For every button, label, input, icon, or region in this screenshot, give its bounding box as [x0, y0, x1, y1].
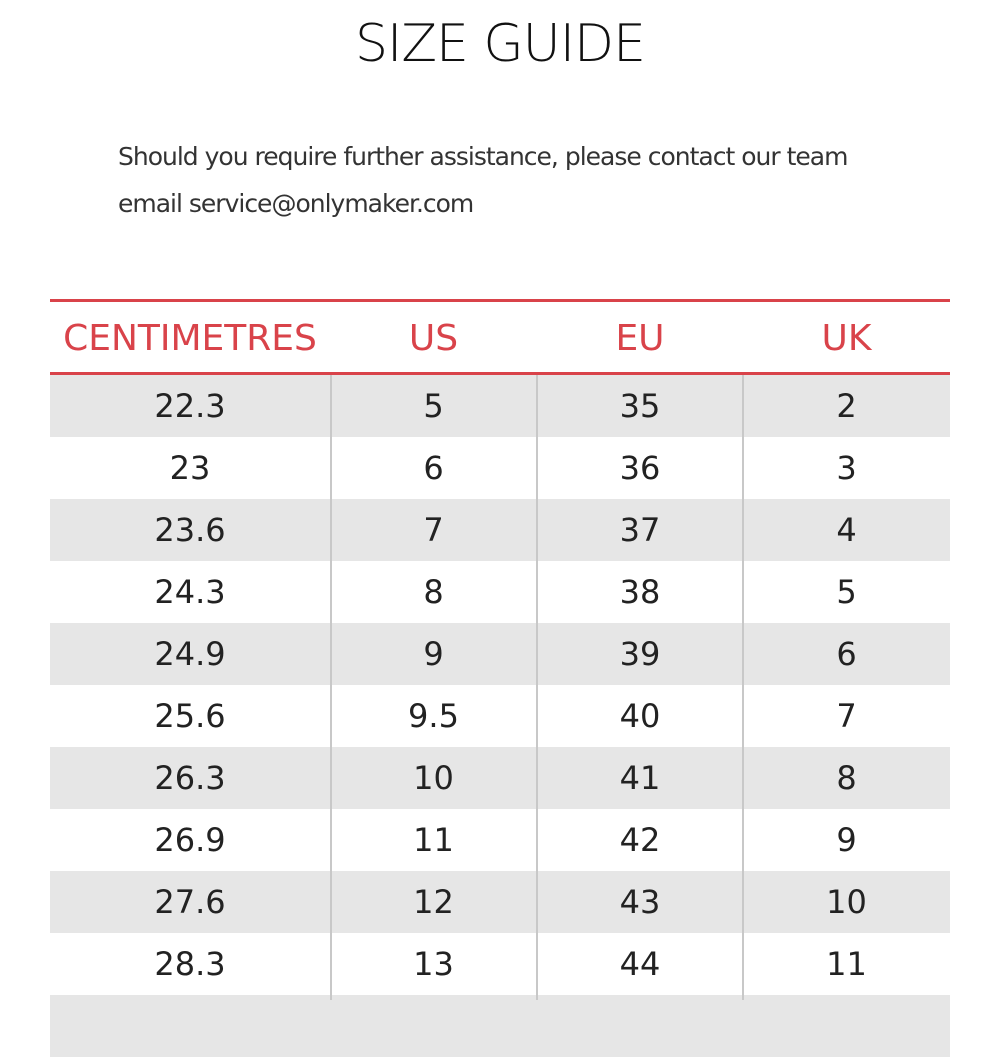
table-cell: 2: [836, 387, 857, 425]
table-cell: 9.5: [408, 697, 459, 735]
table-row: 24.9 9 39 6: [50, 623, 950, 685]
table-row: 23 6 36 3: [50, 437, 950, 499]
table-row: [50, 995, 950, 1057]
table-cell: 6: [423, 449, 444, 487]
column-divider: [536, 375, 538, 1000]
column-header: US: [408, 318, 459, 359]
page: SIZE GUIDE Should you require further as…: [50, 14, 950, 1057]
table-cell: 5: [836, 573, 857, 611]
subtitle: Should you require further assistance, p…: [118, 142, 848, 171]
table-row: 27.6 12 43 10: [50, 871, 950, 933]
table-cell: 10: [413, 759, 454, 797]
table-cell: 9: [836, 821, 857, 859]
table-cell: 42: [619, 821, 661, 859]
table-cell: 13: [413, 945, 454, 983]
table-row: 23.6 7 37 4: [50, 499, 950, 561]
table-cell: 25.6: [154, 697, 226, 735]
table-cell: 38: [619, 573, 661, 611]
table-row: 28.3 13 44 11: [50, 933, 950, 995]
table-cell: 3: [836, 449, 857, 487]
table-cell: 24.3: [154, 573, 226, 611]
table-cell: 39: [619, 635, 661, 673]
table-row: 26.3 10 41 8: [50, 747, 950, 809]
table-row: 25.6 9.5 40 7: [50, 685, 950, 747]
table-cell: 6: [836, 635, 857, 673]
table-cell: 5: [423, 387, 444, 425]
table-cell: 26.9: [154, 821, 226, 859]
subtitle: email service@onlymaker.com: [118, 189, 474, 218]
table-cell: 23: [169, 449, 211, 487]
table-cell: 27.6: [154, 883, 226, 921]
column-header: EU: [615, 318, 665, 359]
table-cell: 28.3: [154, 945, 226, 983]
divider: [50, 372, 950, 375]
column-divider: [330, 375, 332, 1000]
table-cell: 26.3: [154, 759, 226, 797]
table-cell: 22.3: [154, 387, 226, 425]
table-row: 24.3 8 38 5: [50, 561, 950, 623]
table-cell: 7: [423, 511, 444, 549]
table-cell: 23.6: [154, 511, 226, 549]
table-cell: 35: [619, 387, 661, 425]
column-divider: [742, 375, 744, 1000]
table-cell: 8: [836, 759, 857, 797]
table-row: 26.9 11 42 9: [50, 809, 950, 871]
table-cell: 43: [619, 883, 661, 921]
table-cell: 4: [836, 511, 857, 549]
column-header: UK: [821, 318, 872, 359]
divider: [50, 299, 950, 302]
table-cell: 40: [619, 697, 661, 735]
table-row: 22.3 5 35 2: [50, 375, 950, 437]
table-cell: 9: [423, 635, 444, 673]
table-cell: 41: [619, 759, 661, 797]
table-cell: 11: [826, 945, 867, 983]
column-header: CENTIMETRES: [63, 318, 317, 359]
table-cell: 11: [413, 821, 454, 859]
title: SIZE GUIDE: [355, 14, 646, 74]
table-cell: 37: [619, 511, 661, 549]
table-cell: 7: [836, 697, 857, 735]
table-cell: 36: [619, 449, 661, 487]
table-cell: 24.9: [154, 635, 226, 673]
table-cell: 10: [826, 883, 867, 921]
table-cell: 44: [619, 945, 661, 983]
table-cell: 12: [413, 883, 454, 921]
table-cell: 8: [423, 573, 444, 611]
